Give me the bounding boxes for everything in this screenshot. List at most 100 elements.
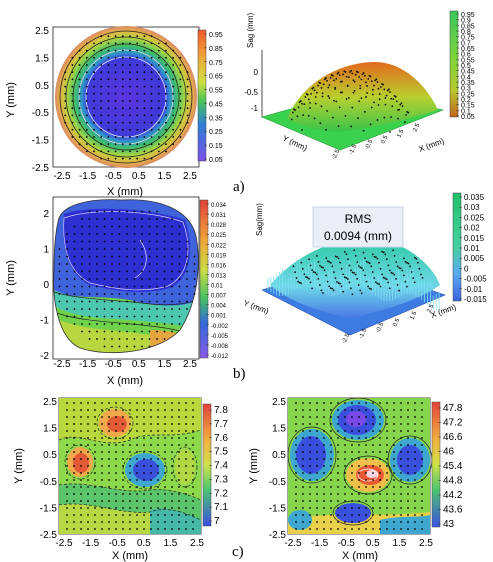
sample-dot [88, 300, 91, 303]
sample-dot [323, 507, 325, 509]
surface-tick-label: 0.5 [380, 134, 389, 145]
sample-dot [156, 218, 158, 220]
sample-dot [148, 218, 151, 220]
sample-dot [372, 409, 374, 411]
surface-dot [313, 117, 316, 120]
sample-dot [103, 218, 106, 220]
sample-dot [122, 430, 124, 432]
sample-dot [344, 430, 346, 432]
sample-dot [133, 315, 136, 318]
colorbar-tick-label: 47.8 [443, 403, 463, 414]
sample-dot [64, 100, 67, 102]
sample-dot [165, 78, 167, 81]
sample-dot [171, 430, 173, 432]
sample-dot [129, 49, 131, 52]
sample-dot [302, 514, 304, 516]
sample-dot [157, 451, 159, 453]
sample-dot [108, 416, 110, 418]
colorbar-tick-label: 7.8 [214, 405, 228, 416]
sample-dot [372, 444, 374, 446]
x-axis-label: X (mm) [430, 302, 458, 320]
sample-dot [114, 107, 117, 110]
x-tick-label: 0.5 [132, 359, 146, 370]
sample-dot [309, 528, 311, 530]
surface-dot [320, 87, 323, 89]
sample-dot [178, 493, 180, 495]
y-tick-label: -2.5 [269, 530, 287, 541]
sample-dot [185, 528, 187, 530]
sample-dot [421, 451, 423, 453]
sample-dot [129, 416, 131, 418]
surface-dot [353, 89, 356, 92]
surface-dot [322, 83, 325, 86]
sample-dot [309, 493, 311, 495]
surface-dot [331, 287, 334, 290]
sample-dot [122, 409, 124, 411]
sample-dot [114, 100, 117, 102]
sample-dot [407, 451, 409, 453]
sample-dot [185, 437, 187, 439]
sample-dot [73, 472, 75, 474]
sample-dot [107, 92, 110, 95]
sample-dot [85, 85, 88, 88]
x-tick-label: -2.5 [55, 538, 73, 549]
sample-dot [103, 293, 106, 295]
sample-dot [143, 514, 145, 516]
sample-dot [316, 493, 318, 495]
colorbar-tick-label: 0.03 [464, 203, 480, 212]
sample-dot [295, 444, 297, 446]
sample-dot [107, 71, 110, 74]
sample-dot [193, 263, 196, 265]
sample-dot [330, 458, 332, 460]
sample-dot [114, 42, 117, 45]
sample-dot [372, 451, 374, 453]
surface-dot [294, 109, 297, 111]
sample-dot [323, 486, 325, 488]
sample-dot [66, 465, 68, 467]
colorbar-ticks: 0.0340.0310.0280.0250.0220.0190.0160.013… [206, 203, 229, 360]
sample-dot [136, 49, 139, 52]
sample-dot [115, 402, 117, 404]
sample-dot [192, 409, 194, 411]
sample-dot [66, 430, 68, 432]
surface-dot [311, 287, 313, 290]
sample-dot [111, 270, 113, 273]
surface-dot [377, 104, 380, 106]
surface-dot [398, 289, 401, 292]
sample-dot [344, 451, 346, 453]
sample-dot [88, 248, 91, 250]
sample-dot [80, 500, 82, 502]
colorbar-tick-label: 0.035 [464, 193, 485, 202]
sample-dot [323, 514, 325, 516]
sample-dot [171, 263, 173, 265]
sample-dot [81, 263, 83, 265]
x-tick-label: -0.5 [338, 538, 356, 549]
sample-dot [78, 49, 81, 52]
sample-dot [96, 330, 98, 333]
sample-dot [186, 107, 189, 110]
sample-dot [108, 514, 110, 516]
sample-dot [163, 338, 166, 340]
sample-dot [94, 402, 96, 404]
sample-dot [94, 472, 96, 474]
surface-tick-label: 2.5 [412, 122, 421, 133]
sample-dot [316, 507, 318, 509]
sample-dot [150, 430, 152, 432]
sample-dot [121, 92, 124, 95]
sample-dot [157, 437, 159, 439]
sample-dot [185, 402, 187, 404]
surface-dot [384, 103, 387, 106]
sample-dot [400, 479, 402, 481]
sample-dot [133, 330, 136, 333]
sample-dot [150, 409, 152, 411]
surface-dot [377, 87, 380, 90]
sample-dot [111, 218, 113, 220]
sample-dot [73, 479, 75, 481]
sample-dot [171, 423, 173, 425]
sample-dot [157, 128, 160, 131]
sample-dot [143, 143, 146, 146]
sample-dot [118, 218, 121, 220]
surface-tick-label: 0.5 [392, 317, 401, 328]
surface-dot [326, 260, 329, 263]
sample-dot [129, 465, 131, 467]
